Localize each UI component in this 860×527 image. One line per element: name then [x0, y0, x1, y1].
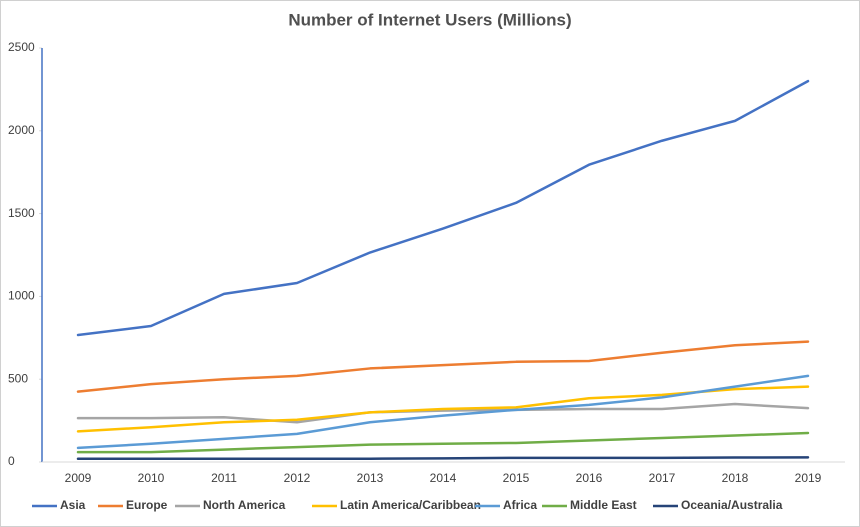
- x-tick-label: 2015: [503, 471, 530, 485]
- legend-label: Oceania/Australia: [681, 498, 783, 512]
- series-line: [76, 79, 810, 337]
- series-line: [76, 456, 810, 460]
- x-tick-label: 2018: [722, 471, 749, 485]
- legend-label: North America: [203, 498, 286, 512]
- y-tick-label: 1500: [8, 206, 35, 220]
- legend-label: Africa: [503, 498, 537, 512]
- x-tick-label: 2014: [430, 471, 457, 485]
- x-tick-label: 2013: [357, 471, 384, 485]
- y-tick-label: 2500: [8, 40, 35, 54]
- x-tick-label: 2017: [649, 471, 676, 485]
- series-line: [76, 402, 810, 424]
- y-tick-label: 1000: [8, 289, 35, 303]
- x-tick-label: 2019: [795, 471, 822, 485]
- x-tick-label: 2010: [138, 471, 165, 485]
- x-tick-label: 2016: [576, 471, 603, 485]
- legend-label: Asia: [60, 498, 86, 512]
- series-line: [76, 431, 810, 454]
- chart-title: Number of Internet Users (Millions): [288, 10, 571, 29]
- y-tick-label: 0: [8, 454, 15, 468]
- legend-label: Europe: [126, 498, 168, 512]
- x-tick-label: 2011: [211, 471, 237, 485]
- y-tick-label: 2000: [8, 123, 35, 137]
- x-tick-label: 2012: [284, 471, 311, 485]
- series-line: [76, 340, 810, 393]
- legend-label: Latin America/Caribbean: [340, 498, 481, 512]
- y-tick-label: 500: [8, 371, 28, 385]
- series-line: [76, 374, 810, 450]
- legend-label: Middle East: [570, 498, 637, 512]
- x-tick-label: 2009: [65, 471, 92, 485]
